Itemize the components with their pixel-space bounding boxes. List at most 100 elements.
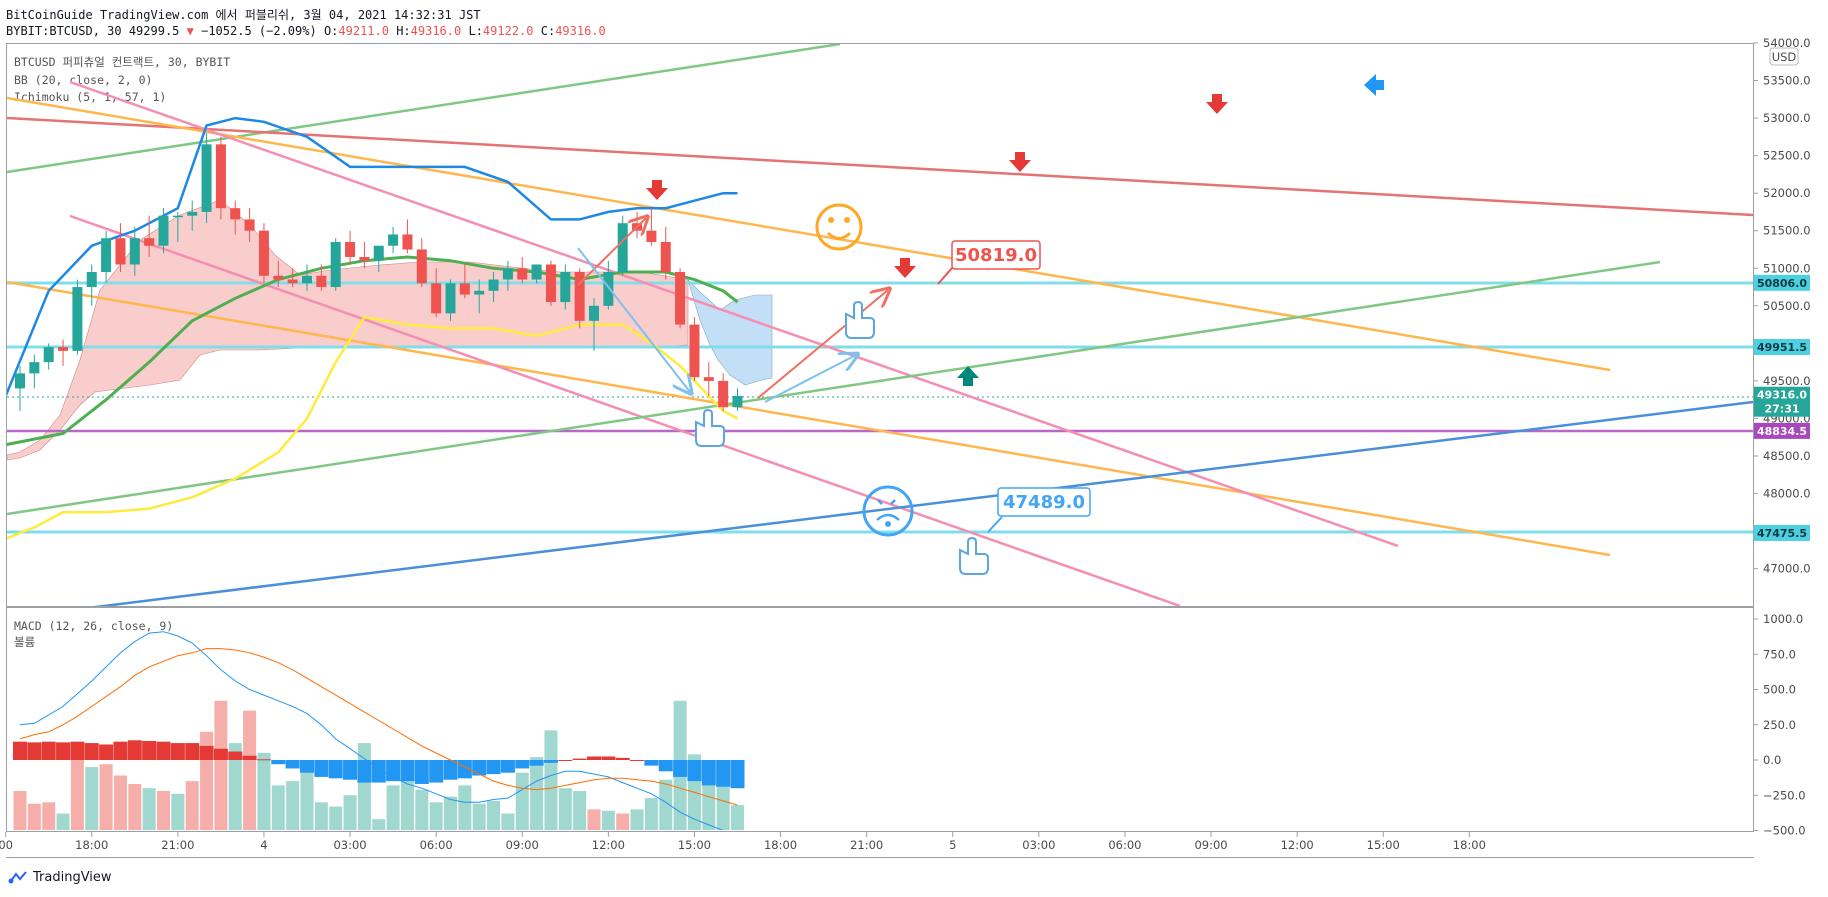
dizzy-face-icon (862, 485, 914, 537)
volume-bar (544, 730, 558, 830)
volume-bar (70, 751, 84, 830)
candle-body (273, 275, 284, 280)
volume-bar (228, 743, 242, 830)
histogram-bar (27, 742, 42, 760)
candle-body (172, 215, 183, 218)
volume-bar (42, 802, 56, 830)
symbol-label: BYBIT:BTCUSD, 30 (6, 24, 122, 38)
volume-bar (243, 710, 257, 830)
histogram-bar (70, 741, 85, 760)
bottom-border (6, 857, 1754, 858)
ichimoku-lagging-line (7, 315, 739, 540)
histogram-bar (343, 760, 358, 780)
histogram-bar (457, 760, 472, 779)
down-arrow-icon (1206, 94, 1228, 114)
candle-body (402, 234, 413, 250)
candle-body (43, 347, 54, 363)
volume-bar (487, 800, 501, 830)
macd-histogram (13, 740, 745, 789)
time-tick-label: 15:00 (1367, 838, 1400, 852)
volume-bar (27, 803, 41, 830)
tradingview-brand[interactable]: TradingView (8, 870, 112, 885)
candle-body (617, 223, 628, 273)
histogram-bar (673, 760, 688, 777)
price-tag-bg (1754, 524, 1810, 541)
time-tick-label: 18:00 (1453, 838, 1486, 852)
down-arrow-icon (894, 258, 916, 278)
hand-pointer-icon (695, 408, 725, 447)
arrow-blue-down (577, 247, 690, 392)
candle-body (72, 287, 83, 351)
histogram-bar (658, 760, 673, 772)
time-tick-label: 4 (260, 838, 267, 852)
candle-body (431, 283, 442, 314)
volume-bar (415, 789, 429, 830)
candle-body (488, 279, 499, 291)
candle-body (230, 208, 241, 220)
candle-body (316, 275, 327, 288)
volume-bar (515, 772, 529, 830)
price-tick-label: 52000.0 (1763, 186, 1811, 200)
volume-bar (113, 775, 127, 830)
candle-body (287, 279, 298, 284)
histogram-bar (271, 760, 286, 765)
histogram-bar (386, 760, 401, 782)
price-tag-bg (1754, 422, 1810, 439)
candle-body (86, 272, 97, 288)
candle-body (732, 395, 743, 408)
volume-bar (185, 781, 199, 830)
candle-body (646, 230, 657, 242)
time-tick-label: 15:00 (678, 838, 711, 852)
signal-line (19, 648, 738, 806)
volume-bar (716, 786, 730, 830)
time-axis: 00 18:00 21:00 4 03:00 06:00 09:00 12:00 15:00 18… (0, 832, 1486, 852)
histogram-bar (529, 760, 544, 766)
candle-body (445, 283, 456, 314)
macd-tick-label: 750.0 (1763, 647, 1796, 661)
price-tick-label: 49500.0 (1763, 374, 1811, 388)
time-tick-label: 00 (0, 838, 13, 852)
histogram-bar (730, 760, 745, 789)
histogram-bar (99, 744, 114, 760)
volume-bar (257, 752, 271, 830)
trendline-orange-bottom (7, 280, 1611, 557)
histogram-bar (56, 742, 71, 760)
volume-bar (314, 802, 328, 830)
price-tag-bg (1754, 400, 1810, 417)
legend-volume: 볼륨 (14, 635, 35, 649)
volume-bar (429, 802, 443, 830)
tradingview-logo-icon (8, 870, 27, 883)
down-arrow-icon (1009, 152, 1031, 172)
candle-body (545, 264, 556, 303)
callout-50819: 50819.0 (937, 240, 1041, 285)
time-tick-label: 18:00 (764, 838, 797, 852)
volume-bar (731, 805, 744, 830)
time-tick-label: 12:00 (592, 838, 625, 852)
close-value: 49316.0 (555, 24, 606, 38)
volume-bars (13, 700, 744, 830)
histogram-bar (558, 760, 573, 761)
legend-title: BTCUSD 퍼피츄얼 컨트랙트, 30, BYBIT (14, 55, 230, 69)
arrow-red-up (757, 290, 888, 399)
price-tick-label: 50500.0 (1763, 299, 1811, 313)
volume-bar (157, 791, 170, 830)
histogram-bar (314, 760, 329, 777)
candle-body (502, 268, 513, 280)
candle-body (302, 275, 312, 284)
candle-body (201, 144, 212, 212)
volume-bar (400, 778, 414, 830)
trendline-blue (93, 400, 1753, 606)
candle-body (101, 238, 112, 273)
last-price: 49299.5 (128, 24, 180, 38)
volume-bar (587, 809, 601, 830)
price-tags: 50806.0 49951.5 49316.027:31 48834.5 47475.5 (1754, 274, 1810, 541)
high-value: 49316.0 (410, 24, 462, 38)
price-tag-bg (1754, 339, 1810, 355)
histogram-bar (400, 760, 415, 782)
histogram-bar (285, 760, 300, 769)
volume-bar (142, 788, 156, 830)
histogram-bar (615, 757, 630, 760)
macd-line (19, 631, 738, 830)
time-tick-label: 18:00 (75, 838, 108, 852)
